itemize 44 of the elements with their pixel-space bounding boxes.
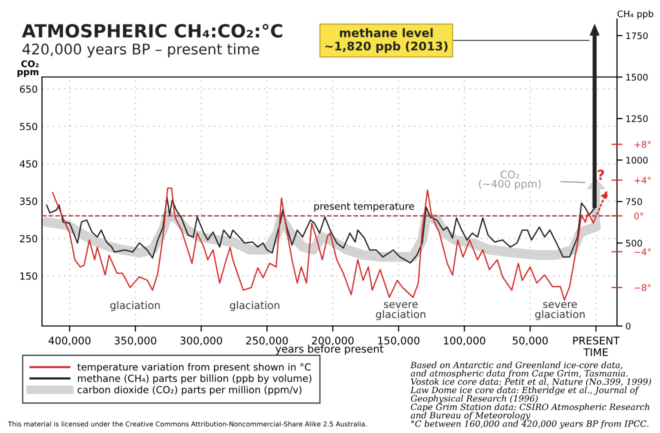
y2-tick-label: 500 [626, 240, 642, 247]
legend-label: temperature variation from present shown in °C [77, 363, 311, 373]
y3-tick-label: −4° [634, 248, 651, 256]
x-tick-label: 200,000 [312, 336, 354, 346]
chart-subtitle: 420,000 years BP – present time [22, 43, 260, 58]
annotation: glaciation [110, 301, 160, 312]
x-tick-label: PRESENT TIME [573, 336, 620, 356]
x-tick-label: 50,000 [512, 336, 548, 346]
y-tick-label: 250 [20, 234, 38, 242]
y-tick-label: 650 [20, 85, 38, 93]
legend-label: carbon dioxide (CO₂) parts per million (ppm/v) [78, 386, 302, 396]
y-axis-title: CO₂ ppm [18, 60, 39, 77]
legend-label: methane (CH₄) parts per billion (ppb by volume) [78, 374, 312, 384]
y-tick-label: 450 [20, 160, 38, 168]
y2-tick-label: 0 [626, 322, 630, 330]
annotation: severe glaciation [376, 302, 426, 320]
annotation: severe glaciation [535, 302, 585, 320]
x-axis-title: years before present [276, 344, 384, 355]
y2-axis-title: CH₄ ppb [618, 10, 654, 19]
text: Based on Antarctic and Greenland ice-core data, and atmospheric data from Cape Grim, Tasmania. Vostok ice core data: Petit et al, Nature (No.399, 1999) Law Dome ice core data: Etheridge et al., Journal of Geophysical Research (1996) Cape Grim Station data: CSIRO Atmospheric Research and Bureau of Meteorology °C between 160,000 and 420,000 years BP from IPCC. [410, 362, 651, 429]
x-tick-label: 350,000 [114, 336, 156, 346]
y3-tick-label: +4° [634, 176, 651, 184]
y2-tick-label: 750 [626, 198, 642, 206]
y3-tick-label: −8° [634, 284, 651, 292]
ref-line-label: present temperature [314, 202, 414, 212]
y-tick-label: 350 [20, 198, 38, 205]
y-tick-label: 150 [20, 272, 38, 280]
annotation: ? [598, 170, 604, 180]
x-tick-label: 150,000 [378, 336, 420, 346]
x-tick-label: 400,000 [48, 336, 90, 346]
text: methane level ~1,820 ppb (2013) [325, 28, 448, 53]
y3-tick-label: +8° [634, 141, 651, 148]
y2-tick-label: 1250 [626, 115, 648, 122]
y2-tick-label: 1750 [626, 32, 648, 40]
chart-title: ATMOSPHERIC CH₄:CO₂:°C [22, 24, 282, 38]
x-tick-label: 250,000 [246, 336, 288, 346]
y2-tick-label: 1000 [626, 156, 648, 164]
x-tick-label: 300,000 [180, 336, 222, 346]
y-tick-label: 550 [20, 122, 38, 130]
annotation: CO₂ (~400 ppm) [479, 170, 541, 190]
y2-tick-label: 1500 [626, 74, 648, 81]
x-tick-label: 100,000 [444, 336, 486, 346]
annotation: glaciation [230, 301, 280, 312]
y3-tick-label: 0° [634, 212, 644, 220]
